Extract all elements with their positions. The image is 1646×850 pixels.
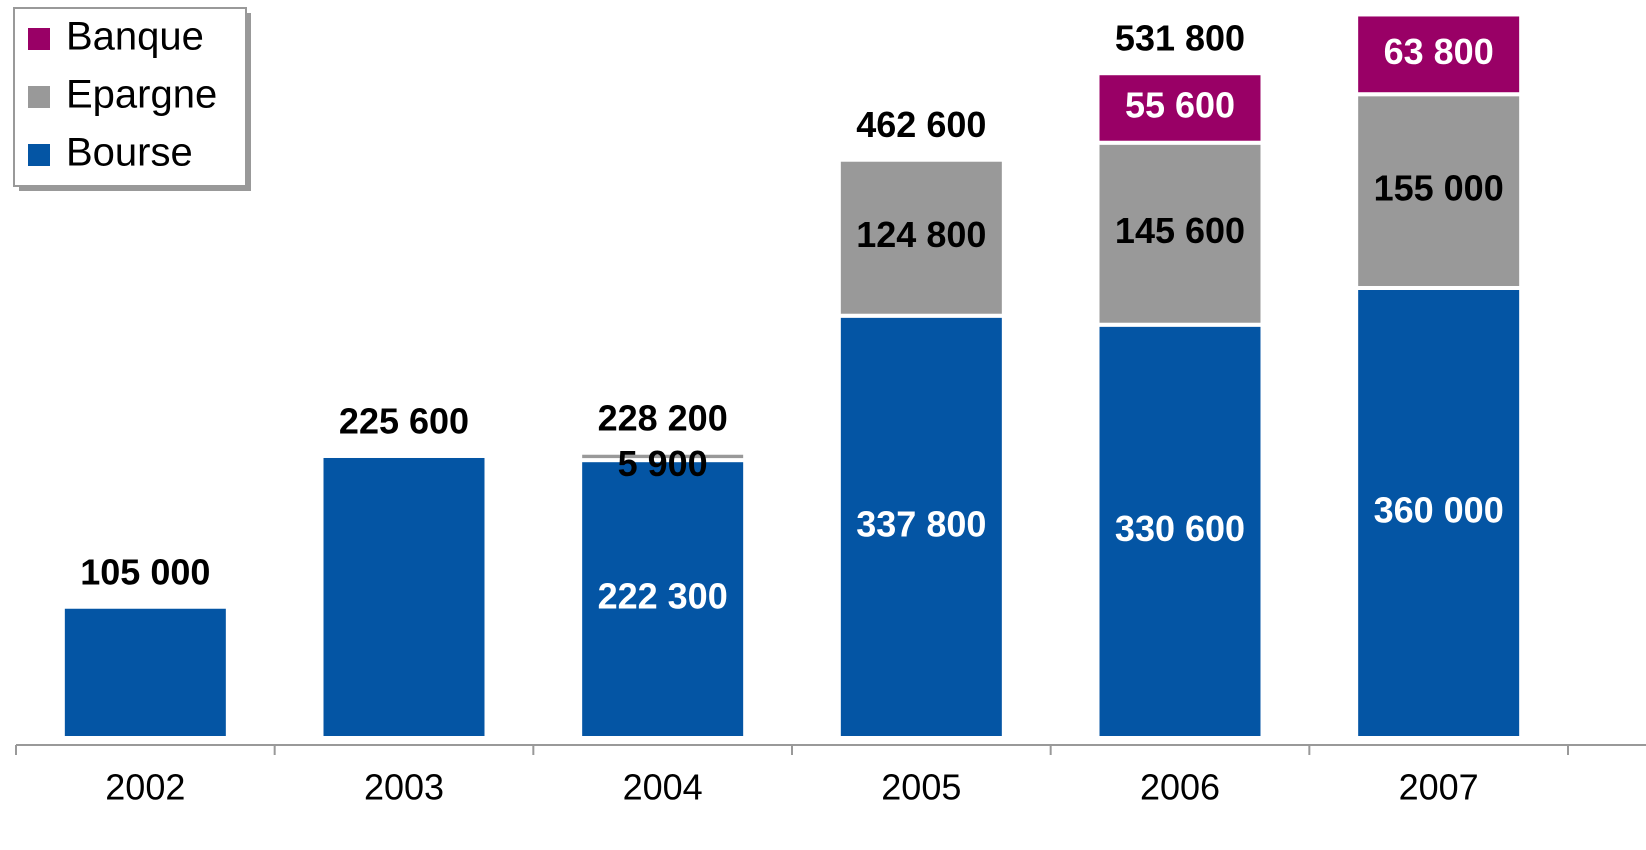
total-label: 225 600	[339, 401, 469, 442]
value-label: 337 800	[856, 503, 986, 544]
total-label: 531 800	[1115, 18, 1245, 59]
bar-segment	[1354, 12, 1524, 97]
x-tick-label: 2003	[364, 767, 444, 808]
bar-segment	[1354, 285, 1524, 740]
bar-segment	[319, 453, 489, 740]
x-tick-label: 2002	[105, 767, 185, 808]
x-tick-label: 2007	[1399, 767, 1479, 808]
x-tick-label: 2004	[623, 767, 703, 808]
bar-segment	[60, 604, 230, 741]
value-label: 330 600	[1115, 508, 1245, 549]
x-tick-label: 2005	[881, 767, 961, 808]
total-label: 228 200	[598, 397, 728, 438]
legend-swatch	[28, 86, 50, 108]
value-label: 145 600	[1115, 210, 1245, 251]
value-label: 55 600	[1125, 84, 1235, 125]
value-label: 360 000	[1374, 490, 1504, 531]
value-label: 5 900	[618, 443, 708, 484]
bar-segment	[578, 458, 748, 740]
value-label: 222 300	[598, 576, 728, 617]
value-label: 155 000	[1374, 168, 1504, 209]
value-label: 124 800	[856, 214, 986, 255]
legend-label: Bourse	[66, 131, 193, 175]
total-label: 105 000	[80, 551, 210, 592]
bar-segment	[836, 313, 1006, 740]
x-tick-label: 2006	[1140, 767, 1220, 808]
legend-swatch	[28, 28, 50, 50]
legend-swatch	[28, 144, 50, 166]
legend-label: Banque	[66, 15, 204, 59]
bar-segment	[1354, 92, 1524, 290]
value-label: 63 800	[1384, 31, 1494, 72]
bar-segment	[1095, 71, 1265, 145]
legend: Banque Epargne Bourse	[13, 7, 251, 191]
legend-box	[13, 7, 247, 187]
legend-label: Epargne	[66, 73, 217, 117]
bar-segment	[836, 157, 1006, 318]
bar-segment	[1095, 322, 1265, 740]
bar-segment	[578, 450, 748, 463]
total-label: 462 600	[856, 104, 986, 145]
